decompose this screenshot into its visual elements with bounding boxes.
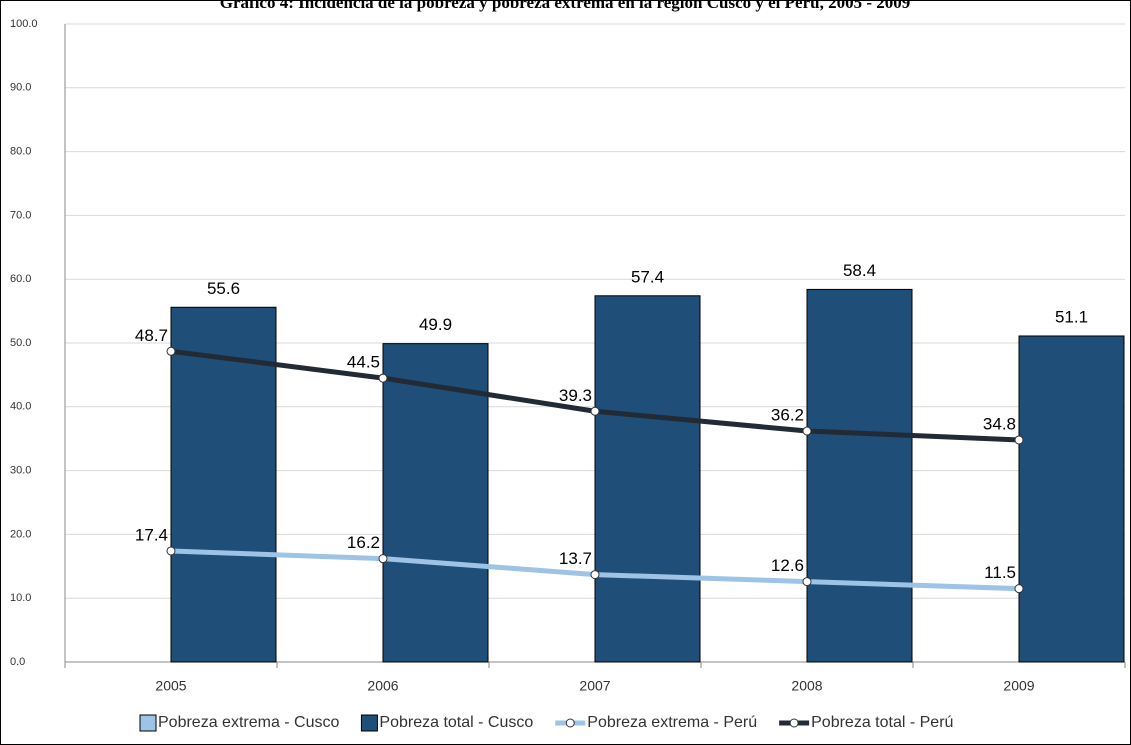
- data-label: 48.7: [135, 326, 168, 345]
- legend-label: Pobreza extrema - Perú: [587, 714, 757, 731]
- data-label: 13.7: [559, 549, 592, 568]
- legend-label: Pobreza total - Cusco: [379, 714, 533, 731]
- data-label: 39.3: [559, 386, 592, 405]
- legend-swatch: [139, 714, 157, 732]
- x-tick-label: 2008: [791, 678, 822, 694]
- y-tick-label: 90.0: [10, 82, 31, 94]
- point: [378, 554, 388, 564]
- data-label: 36.2: [771, 406, 804, 425]
- bar: [806, 288, 913, 663]
- data-label: 55.6: [207, 279, 240, 298]
- y-tick-label: 10.0: [10, 592, 31, 604]
- y-tick-label: 0.0: [10, 656, 25, 668]
- y-tick-label: 20.0: [10, 528, 31, 540]
- y-tick-label: 80.0: [10, 146, 31, 158]
- y-tick-label: 100.0: [10, 18, 38, 30]
- point: [802, 426, 812, 436]
- y-tick-label: 70.0: [10, 209, 31, 221]
- bar: [382, 343, 489, 663]
- y-tick-label: 40.0: [10, 401, 31, 413]
- y-tick-label: 30.0: [10, 465, 31, 477]
- legend-label: Pobreza extrema - Cusco: [158, 714, 340, 731]
- legend-marker: [565, 718, 575, 728]
- point: [166, 346, 176, 356]
- point: [1014, 435, 1024, 445]
- data-label: 12.6: [771, 556, 804, 575]
- bar: [594, 295, 701, 663]
- data-label: 58.4: [843, 261, 876, 280]
- legend-label: Pobreza total - Perú: [811, 714, 953, 731]
- point: [590, 406, 600, 416]
- data-label: 51.1: [1055, 307, 1088, 326]
- x-tick-label: 2009: [1003, 678, 1034, 694]
- point: [590, 570, 600, 580]
- data-label: 49.9: [419, 315, 452, 334]
- data-label: 17.4: [135, 525, 168, 544]
- data-label: 16.2: [347, 533, 380, 552]
- point: [378, 373, 388, 383]
- data-label: 57.4: [631, 267, 664, 286]
- point: [1014, 584, 1024, 594]
- x-tick-label: 2006: [367, 678, 398, 694]
- chart-title: Gráfico 4: Incidencia de la pobreza y po…: [220, 0, 910, 12]
- y-tick-label: 50.0: [10, 337, 31, 349]
- bar: [170, 306, 277, 663]
- data-label: 34.8: [983, 414, 1016, 433]
- x-tick-label: 2007: [579, 678, 610, 694]
- data-label: 11.5: [984, 563, 1016, 582]
- point: [166, 546, 176, 556]
- legend-marker: [789, 718, 799, 728]
- bar: [1018, 335, 1125, 663]
- data-label: 44.5: [347, 353, 380, 372]
- legend-swatch: [360, 714, 378, 732]
- x-tick-label: 2005: [155, 678, 186, 694]
- y-tick-label: 60.0: [10, 273, 31, 285]
- point: [802, 577, 812, 587]
